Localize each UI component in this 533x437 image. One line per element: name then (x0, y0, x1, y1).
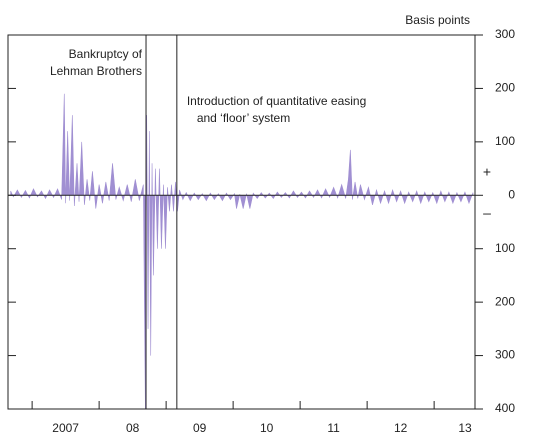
x-tick-label: 13 (458, 421, 472, 435)
y-axis-label: Basis points (405, 13, 470, 27)
x-tick-label: 08 (126, 421, 140, 435)
y-tick-label: 200 (495, 81, 515, 95)
y-tick-label: 200 (495, 294, 515, 308)
event-label: and ‘floor’ system (197, 111, 290, 125)
event-label: Lehman Brothers (50, 64, 142, 78)
event-label: Bankruptcy of (69, 47, 143, 61)
y-tick-label: 100 (495, 134, 515, 148)
y-tick-label: 0 (508, 187, 515, 201)
x-tick-label: 09 (193, 421, 207, 435)
plot-frame (7, 34, 476, 410)
y-tick-label: 300 (495, 27, 515, 41)
plus-label: + (483, 164, 491, 180)
x-tick-label: 10 (260, 421, 274, 435)
minus-label: – (483, 205, 491, 221)
y-tick-label: 100 (495, 241, 515, 255)
series-area (10, 93, 474, 410)
event-label: Introduction of quantitative easing (187, 94, 366, 108)
y-tick-label: 300 (495, 348, 515, 362)
x-tick-label: 2007 (52, 421, 79, 435)
x-tick-label: 11 (327, 421, 340, 435)
y-tick-label: 400 (495, 401, 515, 415)
x-tick-label: 12 (394, 421, 408, 435)
